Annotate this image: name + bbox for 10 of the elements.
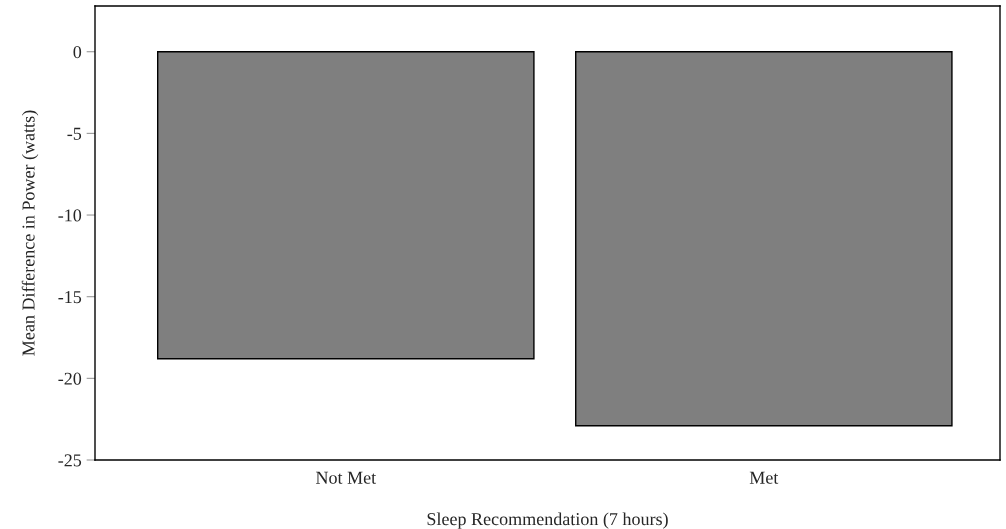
y-tick-label: -20 xyxy=(58,372,82,385)
y-tick-label: -10 xyxy=(58,209,82,222)
y-axis-title: Mean Difference in Power (watts) xyxy=(21,110,39,356)
y-tick-label: -5 xyxy=(67,127,82,140)
x-tick-label: Not Met xyxy=(315,471,377,484)
y-tick-label: -25 xyxy=(58,454,82,467)
x-axis-title: Sleep Recommendation (7 hours) xyxy=(427,512,668,529)
y-tick-label: 0 xyxy=(73,45,82,59)
x-tick-label: Met xyxy=(749,471,779,484)
y-tick-label: -15 xyxy=(58,291,82,304)
